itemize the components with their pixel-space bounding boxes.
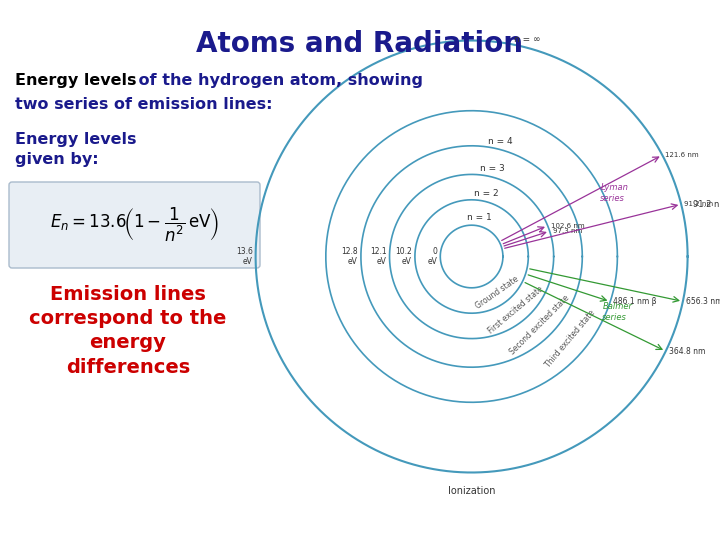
Text: two series of emission lines:: two series of emission lines: bbox=[15, 97, 272, 112]
Text: Ionization: Ionization bbox=[448, 487, 495, 496]
Text: 10.2
eV: 10.2 eV bbox=[395, 247, 412, 266]
Text: 364.8 nm: 364.8 nm bbox=[669, 347, 705, 356]
Text: Ground state: Ground state bbox=[474, 274, 520, 310]
Text: 13.6
eV: 13.6 eV bbox=[235, 247, 253, 266]
Text: n = 4: n = 4 bbox=[488, 137, 513, 146]
Text: 91.2 nm: 91.2 nm bbox=[693, 200, 720, 209]
Text: 656.3 nm α: 656.3 nm α bbox=[686, 297, 720, 306]
Text: Energy levels: Energy levels bbox=[15, 73, 137, 88]
Text: n = 3: n = 3 bbox=[480, 164, 505, 173]
Text: 102.6 nm: 102.6 nm bbox=[551, 223, 585, 229]
Text: n = 1: n = 1 bbox=[467, 213, 492, 222]
Text: Second excited state: Second excited state bbox=[508, 293, 571, 356]
Text: Balmer
series: Balmer series bbox=[603, 302, 632, 321]
Text: First excited state: First excited state bbox=[487, 284, 546, 335]
Text: Third excited state: Third excited state bbox=[544, 308, 596, 369]
Text: $E_n = 13.6\!\left(1 - \dfrac{1}{n^2}\,\mathrm{eV}\right)$: $E_n = 13.6\!\left(1 - \dfrac{1}{n^2}\,\… bbox=[50, 206, 219, 244]
Text: Atoms and Radiation: Atoms and Radiation bbox=[197, 30, 523, 58]
Text: 12.8
eV: 12.8 eV bbox=[341, 247, 358, 266]
Text: 121.6 nm: 121.6 nm bbox=[665, 152, 699, 158]
Text: 486.1 nm β: 486.1 nm β bbox=[613, 297, 657, 306]
Text: Lyman
series: Lyman series bbox=[600, 183, 628, 202]
Text: n = ∞: n = ∞ bbox=[514, 35, 541, 44]
Text: 0
eV: 0 eV bbox=[428, 247, 437, 266]
Text: 97.3 nm: 97.3 nm bbox=[553, 228, 582, 234]
Text: 12.1
eV: 12.1 eV bbox=[370, 247, 387, 266]
Text: Emission lines
correspond to the
energy
differences: Emission lines correspond to the energy … bbox=[30, 285, 227, 377]
Text: of the hydrogen atom, showing: of the hydrogen atom, showing bbox=[133, 73, 423, 88]
Text: Energy levels
given by:: Energy levels given by: bbox=[15, 132, 137, 167]
FancyBboxPatch shape bbox=[9, 182, 260, 268]
Text: 91.2 nm: 91.2 nm bbox=[684, 201, 714, 207]
Text: n = 2: n = 2 bbox=[474, 189, 498, 198]
